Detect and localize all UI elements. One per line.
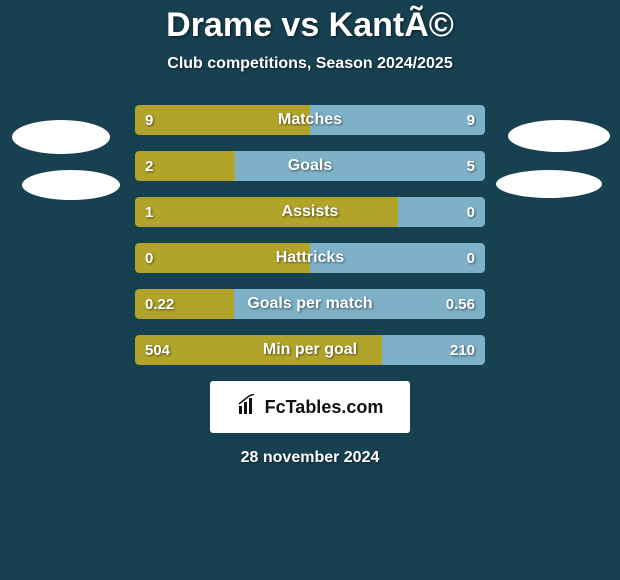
avatar-player-right [508, 120, 610, 152]
branding-text: FcTables.com [265, 397, 384, 418]
stat-row: Min per goal504210 [135, 335, 485, 365]
stat-bar-left [135, 335, 382, 365]
avatar-player-right-team [496, 170, 602, 198]
branding-badge: FcTables.com [210, 381, 410, 433]
stat-bar-right [234, 289, 485, 319]
date-text: 28 november 2024 [0, 449, 620, 467]
stat-row: Goals25 [135, 151, 485, 181]
stat-bar-left [135, 151, 235, 181]
stat-bar-left [135, 289, 234, 319]
stat-bar-right [235, 151, 485, 181]
stat-bar-left [135, 105, 310, 135]
bar-chart-icon [237, 394, 259, 421]
subtitle: Club competitions, Season 2024/2025 [0, 55, 620, 73]
stat-row: Goals per match0.220.56 [135, 289, 485, 319]
stat-bar-left [135, 243, 310, 273]
stat-bar-right [310, 243, 485, 273]
stat-bar-right [382, 335, 485, 365]
stat-row: Assists10 [135, 197, 485, 227]
stat-bar-right [398, 197, 486, 227]
page-title: Drame vs KantÃ© [0, 0, 620, 45]
comparison-bars: Matches99 Goals25 Assists10 Hattricks00 Goal… [135, 105, 485, 365]
stat-row: Hattricks00 [135, 243, 485, 273]
avatar-player-left-team [22, 170, 120, 200]
avatar-player-left [12, 120, 110, 154]
stat-bar-right [310, 105, 485, 135]
stat-bar-left [135, 197, 398, 227]
stat-row: Matches99 [135, 105, 485, 135]
